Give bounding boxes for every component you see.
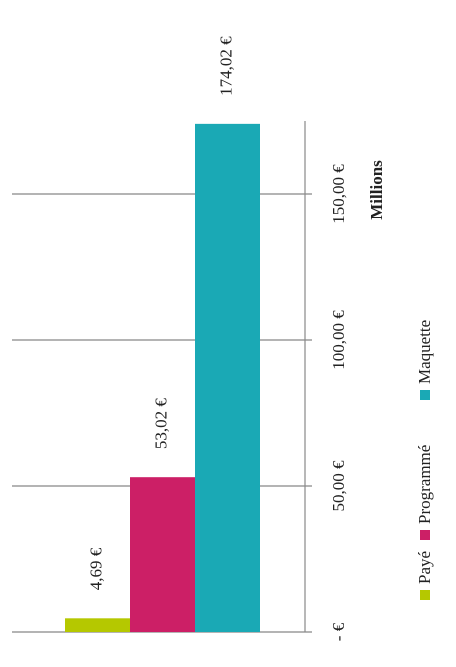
- legend-swatch: [420, 530, 430, 540]
- axis-title: Millions: [367, 160, 386, 220]
- y-tick-label: 100,00 €: [329, 310, 348, 370]
- legend-item: Maquette: [415, 320, 434, 400]
- bar: [130, 477, 195, 632]
- data-label: 4,69 €: [86, 547, 105, 590]
- legend-item: Payé: [415, 551, 434, 600]
- data-label: 53,02 €: [151, 398, 170, 450]
- legend-item: Programmé: [415, 445, 434, 540]
- legend-label: Programmé: [415, 445, 434, 524]
- legend-label: Maquette: [415, 320, 434, 384]
- y-tick-label: 150,00 €: [329, 164, 348, 224]
- legend-swatch: [420, 590, 430, 600]
- y-tick-label: 50,00 €: [329, 460, 348, 512]
- bar: [65, 618, 130, 632]
- y-tick-label: - €: [329, 622, 348, 641]
- legend-label: Payé: [415, 551, 434, 584]
- bar: [195, 123, 260, 632]
- data-label: 174,02 €: [216, 36, 235, 96]
- legend-swatch: [420, 390, 430, 400]
